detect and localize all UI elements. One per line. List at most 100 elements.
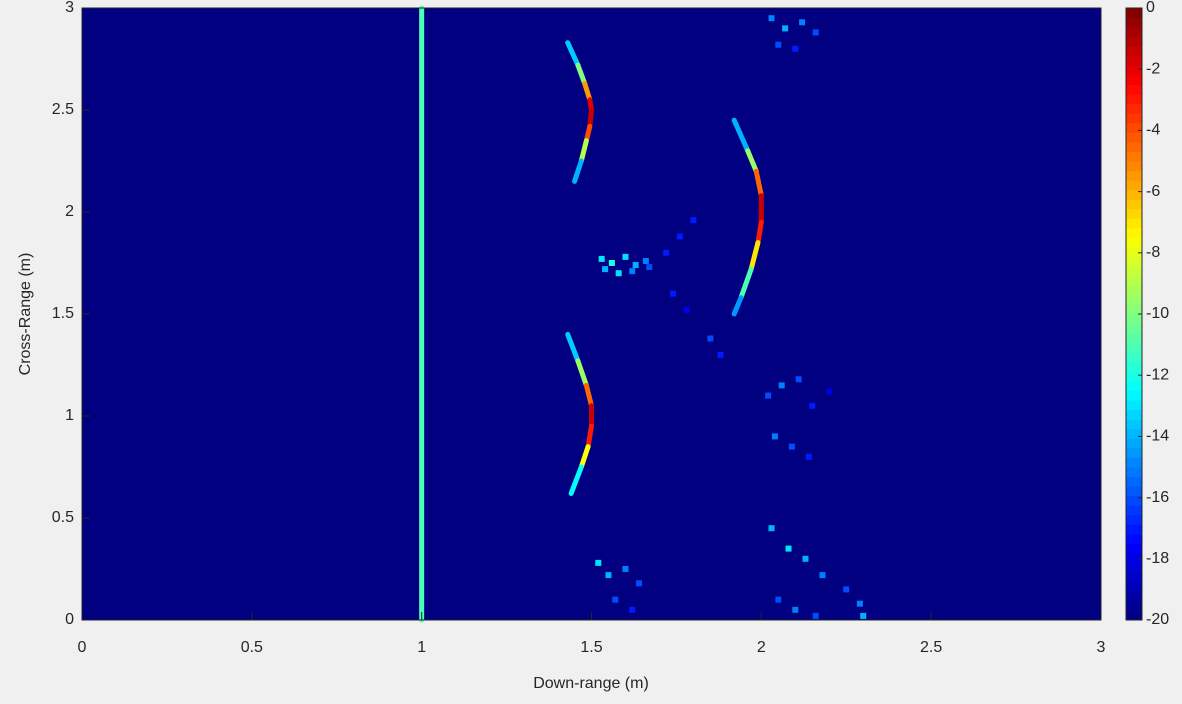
speckle [768,15,775,22]
speckle [795,376,802,383]
speckle [676,233,683,240]
colorbar-step [1126,266,1142,277]
colorbar-step [1126,390,1142,401]
speckle [860,612,867,619]
ridge-segment [753,168,764,199]
x-tick-label: 3 [1097,639,1106,656]
speckle [826,388,833,395]
colorbar-tick-label: -18 [1146,550,1169,567]
speckle [646,264,653,271]
colorbar-step [1126,170,1142,181]
colorbar-step [1126,591,1142,602]
ridge-segment [578,138,589,164]
y-axis-label: Cross-Range (m) [17,253,34,376]
ridge-segment [582,80,593,103]
speckle [843,586,850,593]
speckle [792,606,799,613]
speckle [629,606,636,613]
speckle [809,402,816,409]
y-tick-label: 2.5 [52,101,74,118]
colorbar-tick-label: -10 [1146,305,1169,322]
colorbar-step [1126,419,1142,430]
colorbar-step [1126,447,1142,458]
colorbar-step [1126,189,1142,200]
speckle [805,453,812,460]
speckle [605,572,612,579]
speckle [788,443,795,450]
ridge-segment [748,240,761,272]
colorbar-step [1126,371,1142,382]
colorbar-step [1126,314,1142,325]
x-tick-label: 2 [757,639,766,656]
x-tick-label: 1.5 [580,639,602,656]
colorbar-step [1126,36,1142,47]
speckle [636,580,643,587]
speckle [642,257,649,264]
colorbar-tick-label: -8 [1146,244,1160,261]
colorbar-step [1126,342,1142,353]
speckle [775,596,782,603]
colorbar-step [1126,361,1142,372]
speckle [622,253,629,260]
colorbar-step [1126,161,1142,172]
colorbar-step [1126,486,1142,497]
colorbar-step [1126,218,1142,229]
colorbar-step [1126,151,1142,162]
speckle [663,249,670,256]
speckle [602,266,609,273]
speckle [802,555,809,562]
colorbar-step [1126,227,1142,238]
y-tick-label: 3 [65,0,74,16]
colorbar-step [1126,409,1142,420]
speckle [595,559,602,566]
colorbar-step [1126,103,1142,114]
colorbar-step [1126,141,1142,152]
ridge-segment [578,444,591,470]
colorbar-step [1126,55,1142,66]
speckle [819,572,826,579]
speckle [683,306,690,313]
colorbar-step [1126,380,1142,391]
colorbar-step [1126,543,1142,554]
colorbar-step [1126,457,1142,468]
speckle [622,566,629,572]
ridge-segment [572,158,584,184]
ridge-segment [587,107,594,129]
colorbar-tick-label: -20 [1146,611,1169,628]
x-tick-label: 0 [78,639,87,656]
speckle [632,262,639,269]
y-tick-label: 0.5 [52,509,74,526]
speckle [717,351,724,358]
speckle [856,600,863,607]
x-tick-label: 1 [417,639,426,656]
colorbar-step [1126,581,1142,592]
colorbar-step [1126,533,1142,544]
x-tick-label: 0.5 [241,639,263,656]
colorbar-step [1126,74,1142,85]
colorbar-step [1126,600,1142,611]
colorbar-step [1126,46,1142,57]
ridge-segment [738,266,754,301]
colorbar-step [1126,285,1142,296]
colorbar-tick-label: -4 [1146,122,1160,139]
colorbar-step [1126,467,1142,478]
colorbar-step [1126,514,1142,525]
colorbar-step [1126,199,1142,210]
speckle [799,19,806,26]
speckle [792,45,799,52]
colorbar-tick-label: -14 [1146,428,1169,445]
colorbar-step [1126,208,1142,219]
colorbar-step [1126,275,1142,286]
colorbar-step [1126,256,1142,267]
speckle [629,268,636,275]
ridge-segment [583,382,594,409]
colorbar-step [1126,8,1142,19]
y-tick-label: 1.5 [52,305,74,322]
colorbar-step [1126,553,1142,564]
colorbar-step [1126,352,1142,363]
x-tick-label: 2.5 [920,639,942,656]
colorbar-step [1126,27,1142,38]
colorbar-step [1126,428,1142,439]
colorbar-tick-label: -6 [1146,183,1160,200]
colorbar-tick-label: -2 [1146,60,1160,77]
